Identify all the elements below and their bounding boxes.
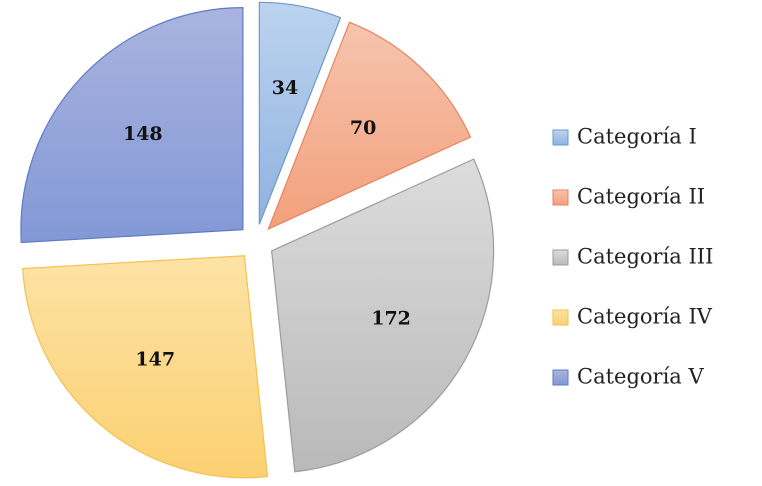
legend-label: Categoría V [577,365,704,389]
legend-item-categoria-iii: Categoría III [552,245,713,269]
data-label-categoria-iv: 147 [135,349,175,371]
legend: Categoría I Categoría II Categoría III Cate… [552,125,713,389]
legend-item-categoria-iv: Categoría IV [552,305,713,329]
data-label-categoria-v: 148 [123,123,163,145]
pie-slice-categoria-ii [267,21,472,231]
pie-data-labels: 34 70 172 147 148 [123,77,411,371]
legend-swatch [552,309,569,326]
pie-slice-categoria-v [20,7,244,244]
legend-label: Categoría I [577,125,697,149]
legend-item-categoria-ii: Categoría II [552,185,705,209]
pie-slice-categoria-iv [22,255,269,479]
legend-label: Categoría II [577,185,705,209]
data-label-categoria-iii: 172 [371,307,411,329]
legend-swatch [552,129,569,146]
data-label-categoria-ii: 70 [350,117,376,139]
pie-slice-categoria-iii [270,158,495,473]
legend-item-categoria-i: Categoría I [552,125,697,149]
legend-item-categoria-v: Categoría V [552,365,704,389]
data-label-categoria-i: 34 [272,77,298,99]
legend-swatch [552,249,569,266]
pie-slices [20,1,495,479]
legend-label: Categoría IV [577,305,713,329]
legend-swatch [552,369,569,386]
pie-slice-categoria-i [258,1,342,225]
legend-label: Categoría III [577,245,713,269]
legend-swatch [552,189,569,206]
